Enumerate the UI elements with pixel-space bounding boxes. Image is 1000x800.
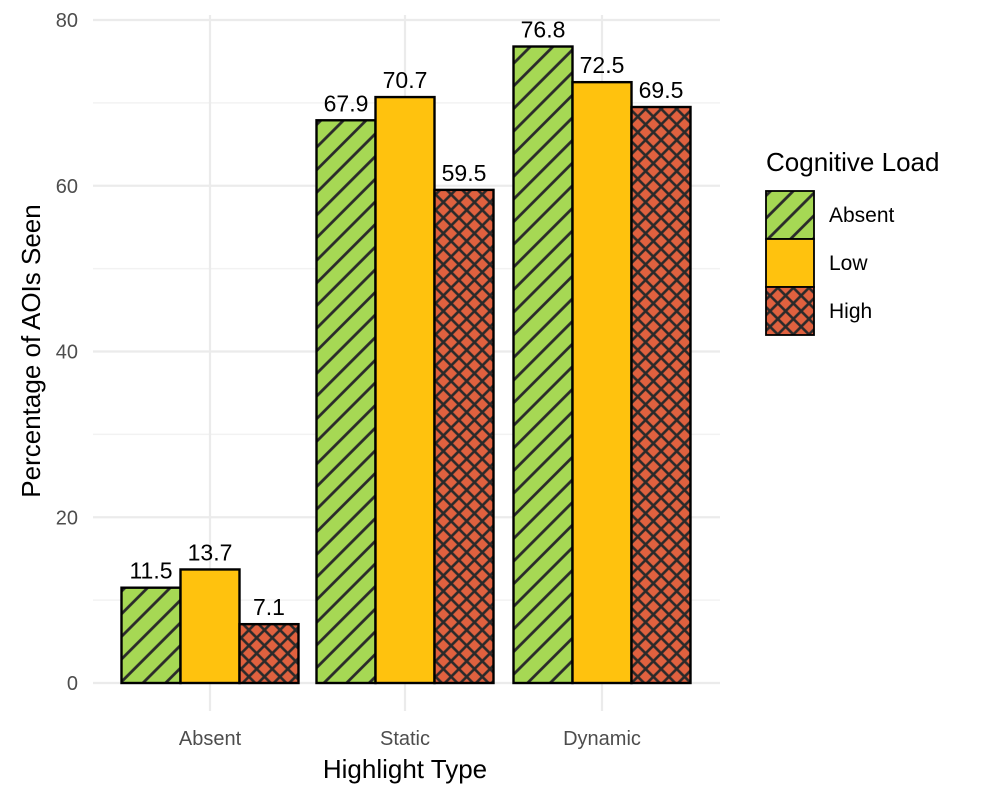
bar-pattern: [316, 120, 376, 683]
legend-title: Cognitive Load: [766, 147, 939, 177]
y-tick-labels: 0 20 40 60 80: [56, 10, 78, 695]
x-tick-label: Dynamic: [563, 728, 641, 750]
bar-static-low: [375, 97, 435, 684]
legend-key-outline: [765, 286, 815, 336]
data-label: 76.8: [521, 17, 566, 43]
legend: Cognitive Load Absent Low High: [765, 147, 939, 336]
data-label: 59.5: [442, 160, 487, 186]
bar-pattern: [513, 46, 573, 683]
data-label: 67.9: [324, 90, 369, 116]
bar-dynamic-low: [572, 82, 632, 683]
legend-label: High: [829, 300, 872, 323]
bars: [120, 45, 692, 685]
data-label: 13.7: [188, 539, 233, 565]
data-label: 72.5: [580, 52, 625, 78]
y-tick-label: 80: [56, 10, 78, 32]
legend-label: Low: [829, 252, 868, 275]
x-axis-title: Highlight Type: [323, 754, 487, 784]
y-tick-label: 40: [56, 342, 78, 364]
bar-outline: [630, 105, 692, 685]
legend-key-pattern: [766, 191, 814, 239]
y-tick-label: 20: [56, 507, 78, 529]
y-tick-label: 60: [56, 176, 78, 198]
bar-absent-low: [180, 569, 240, 683]
data-label: 7.1: [253, 594, 285, 620]
y-tick-label: 0: [67, 673, 78, 695]
bar-pattern: [239, 624, 299, 683]
data-label: 69.5: [639, 77, 684, 103]
y-axis-title: Percentage of AOIs Seen: [16, 204, 46, 497]
bar-pattern: [434, 189, 494, 684]
x-tick-labels: Absent Static Dynamic: [179, 728, 641, 750]
bar-outline: [238, 622, 300, 685]
bar-pattern: [121, 587, 181, 683]
data-labels: 11.5 13.7 7.1 67.9 70.7 59.5 76.8 72.5 69.5: [129, 17, 683, 621]
x-tick-label: Static: [380, 728, 430, 750]
data-label: 70.7: [383, 67, 428, 93]
legend-key-pattern: [766, 287, 814, 335]
legend-key-low: [766, 239, 814, 287]
x-tick-label: Absent: [179, 728, 242, 750]
legend-label: Absent: [829, 204, 895, 227]
data-label: 11.5: [129, 558, 172, 584]
bar-pattern: [631, 107, 691, 684]
bar-outline: [433, 188, 495, 685]
